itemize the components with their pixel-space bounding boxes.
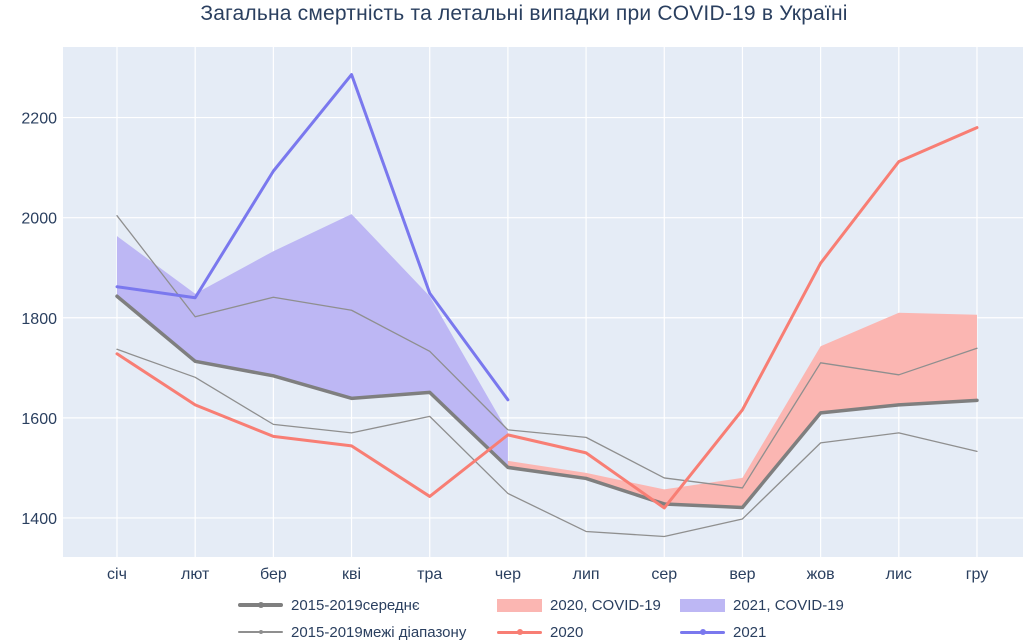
x-tick-label-гру: гру	[966, 566, 989, 583]
x-tick-label-чер: чер	[495, 566, 521, 583]
y-tick-label-2000: 2000	[21, 211, 57, 228]
series-line-year-2020[interactable]	[115, 126, 979, 510]
y-tick-label-1800: 1800	[21, 311, 57, 328]
y-tick-label-1600: 1600	[21, 411, 57, 428]
legend-item-range[interactable]: 2015-2019межі діапазону	[238, 623, 466, 641]
x-tick-label-бер: бер	[260, 566, 287, 583]
line-2020-swatch-icon	[497, 629, 542, 635]
legend-item-2020[interactable]: 2020	[497, 623, 583, 641]
legend-item-2021[interactable]: 2021	[680, 623, 766, 641]
x-tick-label-лис: лис	[886, 566, 912, 583]
legend-item-mean[interactable]: 2015-2019середнє	[238, 596, 420, 614]
legend-item-covid-2021[interactable]: 2021, COVID-19	[680, 596, 844, 614]
legend-label: 2021, COVID-19	[733, 596, 844, 614]
fill-2020-swatch-icon	[497, 598, 542, 612]
legend-label: 2015-2019середнє	[291, 596, 420, 614]
chart-title: Загальна смертність та летальні випадки …	[200, 2, 848, 25]
x-tick-label-лип: лип	[573, 566, 600, 583]
x-tick-label-лют: лют	[181, 566, 210, 583]
mean-line-swatch-icon	[238, 602, 283, 608]
series-line-range-upper[interactable]	[116, 215, 978, 489]
series-line-year-2021[interactable]	[115, 73, 510, 402]
line-2021-swatch-icon	[680, 629, 725, 635]
x-tick-label-кві: кві	[342, 566, 361, 583]
x-tick-label-жов: жов	[807, 566, 835, 583]
legend-label: 2015-2019межі діапазону	[291, 623, 467, 641]
fill-area-covid-2020[interactable]	[507, 312, 977, 508]
series-line-mean-2015-2019[interactable]	[115, 294, 979, 510]
fill-area-covid-2021[interactable]	[117, 214, 508, 468]
x-tick-label-тра: тра	[417, 566, 442, 583]
series-line-range-lower[interactable]	[116, 348, 978, 538]
legend-label: 2020	[550, 623, 584, 641]
legend-item-covid-2020[interactable]: 2020, COVID-19	[497, 596, 661, 614]
legend-label: 2020, COVID-19	[550, 596, 661, 614]
x-tick-label-вер: вер	[729, 566, 755, 583]
range-line-swatch-icon	[238, 630, 283, 634]
x-tick-label-січ: січ	[107, 566, 127, 583]
y-tick-label-1400: 1400	[21, 511, 57, 528]
fill-2021-swatch-icon	[680, 598, 725, 612]
y-tick-label-2200: 2200	[21, 111, 57, 128]
x-tick-label-сер: сер	[651, 566, 677, 583]
legend-label: 2021	[733, 623, 767, 641]
